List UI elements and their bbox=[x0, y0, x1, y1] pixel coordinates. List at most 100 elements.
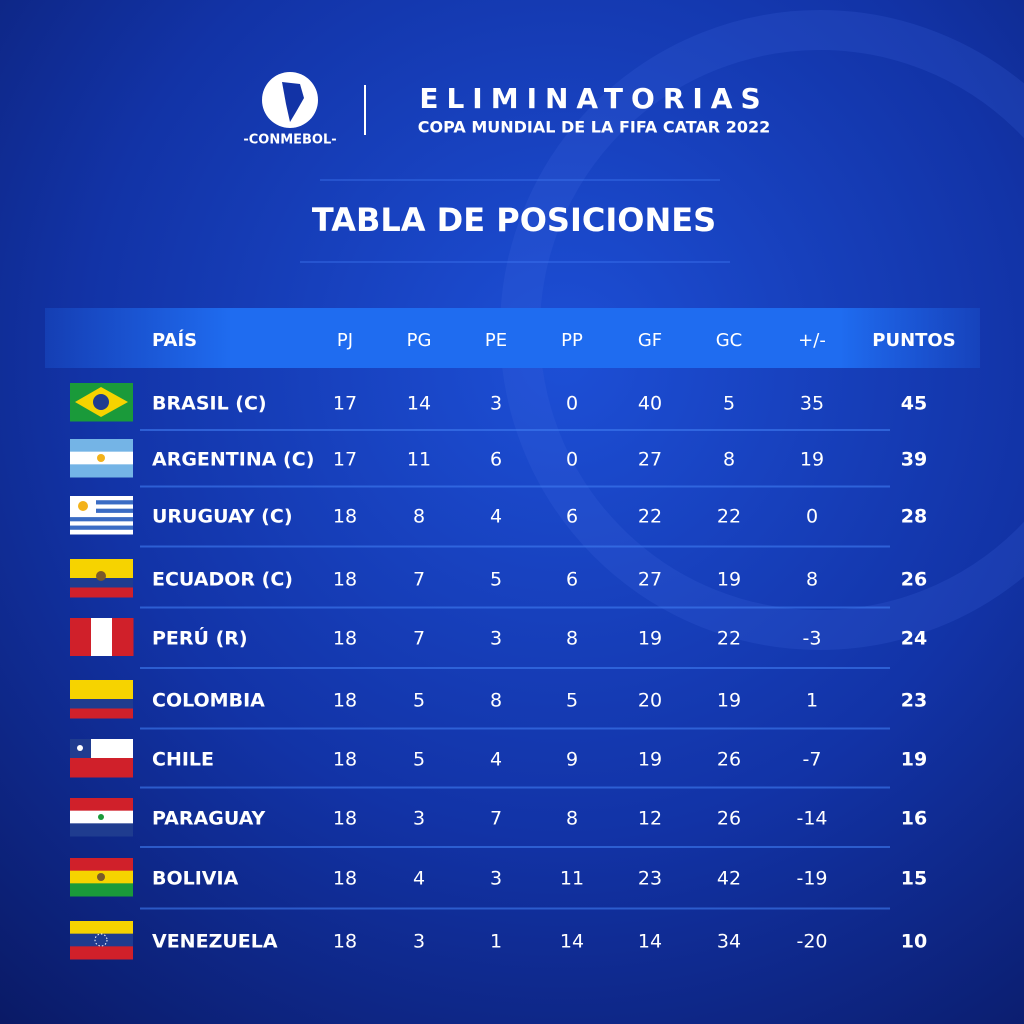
flag bbox=[70, 858, 133, 897]
cell: 22 bbox=[638, 506, 662, 528]
cell: 22 bbox=[717, 628, 741, 650]
cell: 18 bbox=[333, 569, 357, 591]
cell: 16 bbox=[901, 808, 927, 830]
cell: 18 bbox=[333, 690, 357, 712]
cell: 26 bbox=[717, 749, 741, 771]
cell: 5 bbox=[413, 749, 425, 771]
cell: -20 bbox=[796, 931, 827, 953]
cell: 0 bbox=[566, 449, 578, 471]
cell: 17 bbox=[333, 393, 357, 415]
flag bbox=[70, 921, 133, 960]
column-header: GF bbox=[638, 330, 662, 351]
cell: 26 bbox=[901, 569, 927, 591]
cell: 27 bbox=[638, 569, 662, 591]
country-name: CHILE bbox=[152, 749, 214, 771]
flag-stripe bbox=[70, 708, 133, 719]
flag bbox=[70, 798, 133, 837]
cell: 3 bbox=[490, 628, 502, 650]
cell: 7 bbox=[490, 808, 502, 830]
country-name: PARAGUAY bbox=[152, 808, 266, 830]
cell: 8 bbox=[806, 569, 818, 591]
country-name: VENEZUELA bbox=[152, 931, 278, 953]
flag-stripe bbox=[70, 529, 133, 535]
flag-stripe bbox=[70, 883, 133, 897]
flag-stripe bbox=[70, 689, 133, 700]
flag-stripe bbox=[70, 798, 133, 812]
cell: 8 bbox=[566, 628, 578, 650]
column-header: PAÍS bbox=[152, 329, 197, 351]
cell: 14 bbox=[560, 931, 584, 953]
flag-stripe bbox=[70, 517, 133, 522]
column-header: PUNTOS bbox=[872, 330, 955, 351]
header-row bbox=[45, 308, 980, 368]
cell: 4 bbox=[490, 749, 502, 771]
cell: 4 bbox=[490, 506, 502, 528]
subtitle: COPA MUNDIAL DE LA FIFA CATAR 2022 bbox=[418, 118, 770, 137]
logo: -CONMEBOL- bbox=[243, 72, 337, 148]
flag-shape bbox=[78, 501, 88, 511]
flag-stripe bbox=[70, 439, 133, 453]
flag-stripe bbox=[70, 508, 133, 514]
flag bbox=[70, 739, 133, 778]
cell: 27 bbox=[638, 449, 662, 471]
flag-stripe bbox=[70, 464, 133, 478]
flag bbox=[70, 383, 133, 422]
flag bbox=[70, 559, 133, 598]
cell: 34 bbox=[717, 931, 741, 953]
cell: 11 bbox=[407, 449, 431, 471]
cell: 45 bbox=[901, 393, 927, 415]
column-header: PG bbox=[407, 330, 432, 351]
flag-shape bbox=[94, 933, 108, 947]
column-header: +/- bbox=[798, 330, 826, 351]
flag-stripe bbox=[70, 758, 133, 778]
cell: 8 bbox=[723, 449, 735, 471]
flag-shape bbox=[97, 873, 105, 881]
cell: 19 bbox=[901, 749, 927, 771]
flag bbox=[70, 618, 134, 656]
flag-shape bbox=[98, 814, 104, 820]
cell: 3 bbox=[413, 931, 425, 953]
cell: 1 bbox=[490, 931, 502, 953]
cell: 10 bbox=[901, 931, 927, 953]
cell: 8 bbox=[413, 506, 425, 528]
country-name: PERÚ (R) bbox=[152, 626, 248, 650]
cell: 3 bbox=[413, 808, 425, 830]
flag-shape bbox=[93, 394, 109, 410]
column-header: PP bbox=[561, 330, 583, 351]
cell: 5 bbox=[723, 393, 735, 415]
cell: 17 bbox=[333, 449, 357, 471]
column-header: GC bbox=[716, 330, 743, 351]
cell: 19 bbox=[717, 569, 741, 591]
cell: 14 bbox=[407, 393, 431, 415]
flag-shape bbox=[97, 454, 105, 462]
cell: -19 bbox=[796, 868, 827, 890]
cell: 22 bbox=[717, 506, 741, 528]
flag bbox=[70, 680, 133, 719]
flag bbox=[70, 496, 133, 535]
flag-stripe bbox=[70, 933, 133, 947]
cell: 8 bbox=[490, 690, 502, 712]
flag-stripe bbox=[70, 921, 133, 935]
cell: 12 bbox=[638, 808, 662, 830]
cell: 6 bbox=[490, 449, 502, 471]
cell: 18 bbox=[333, 506, 357, 528]
cell: 19 bbox=[638, 749, 662, 771]
country-name: BRASIL (C) bbox=[152, 393, 267, 415]
cell: 35 bbox=[800, 393, 824, 415]
cell: 11 bbox=[560, 868, 584, 890]
flag-stripe bbox=[70, 858, 133, 872]
flag-stripe bbox=[70, 559, 133, 569]
flag-stripe bbox=[70, 496, 133, 501]
cell: 18 bbox=[333, 868, 357, 890]
cell: 8 bbox=[566, 808, 578, 830]
heading: TABLA DE POSICIONES bbox=[312, 201, 716, 239]
flag-stripe bbox=[70, 587, 133, 598]
cell: 6 bbox=[566, 506, 578, 528]
cell: 18 bbox=[333, 808, 357, 830]
flag-stripe bbox=[70, 618, 92, 656]
flag-stripe bbox=[70, 946, 133, 960]
cell: 19 bbox=[638, 628, 662, 650]
country-name: URUGUAY (C) bbox=[152, 506, 293, 528]
